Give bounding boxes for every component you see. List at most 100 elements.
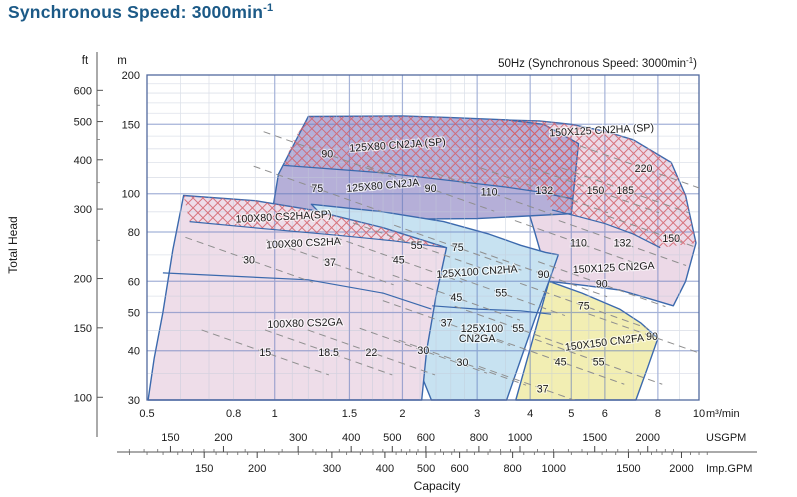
- svg-text:1: 1: [272, 408, 278, 420]
- svg-text:400: 400: [342, 432, 360, 444]
- power-value-label: 55: [495, 288, 507, 300]
- power-value-label: 30: [417, 345, 429, 357]
- power-value-label: 37: [441, 318, 453, 330]
- svg-text:400: 400: [376, 463, 394, 475]
- power-lines: [185, 131, 699, 400]
- svg-text:1000: 1000: [508, 432, 532, 444]
- region-name-label: CN2GA: [459, 333, 496, 345]
- svg-text:5: 5: [568, 408, 574, 420]
- power-value-label: 45: [555, 356, 567, 368]
- power-value-label: 30: [457, 357, 469, 369]
- power-value-label: 15: [259, 347, 271, 359]
- svg-text:2: 2: [399, 408, 405, 420]
- power-value-label: 75: [311, 183, 323, 195]
- svg-text:60: 60: [128, 276, 140, 288]
- bottom-axes: 0.5 0.8 1 1.5 2 3 4 5 6 8 10 m³/min 150 200 300 400 500 6…: [117, 408, 757, 493]
- svg-text:100: 100: [74, 392, 92, 404]
- svg-text:0.5: 0.5: [139, 408, 154, 420]
- svg-text:40: 40: [128, 346, 140, 358]
- svg-text:150: 150: [74, 323, 92, 335]
- plot-border: [146, 74, 700, 401]
- svg-text:600: 600: [450, 463, 468, 475]
- power-value-label: 18.5: [318, 347, 339, 359]
- region-overlays: [162, 115, 696, 315]
- page-title: Synchronous Speed: 3000min-1: [8, 2, 274, 22]
- svg-text:150: 150: [161, 432, 179, 444]
- power-value-label: 22: [366, 347, 378, 359]
- power-value-label: 132: [535, 185, 553, 197]
- svg-text:1500: 1500: [616, 463, 640, 475]
- power-value-label: 90: [321, 149, 333, 161]
- svg-text:800: 800: [503, 463, 521, 475]
- hatch-band-125x80-family: [283, 115, 579, 199]
- svg-text:1000: 1000: [542, 463, 566, 475]
- left-axis: 600 500 400 300 200 150 100 ft m 200 150 100 80 60 50 4…: [74, 52, 140, 437]
- power-value-label: 55: [512, 323, 524, 335]
- svg-text:500: 500: [383, 432, 401, 444]
- power-value-label: 220: [635, 163, 653, 175]
- svg-text:USGPM: USGPM: [706, 432, 746, 444]
- svg-text:400: 400: [74, 155, 92, 167]
- svg-text:4: 4: [527, 408, 533, 420]
- svg-text:600: 600: [417, 432, 435, 444]
- svg-text:6: 6: [602, 408, 608, 420]
- svg-text:150: 150: [195, 463, 213, 475]
- svg-text:100: 100: [122, 189, 140, 201]
- x-axis-title: Capacity: [414, 479, 461, 493]
- region-name-label: 100X80 CS2HA: [266, 236, 342, 252]
- power-value-label: 75: [452, 242, 464, 254]
- chart-inner-title: 50Hz (Synchronous Speed: 3000min-1): [498, 56, 697, 70]
- svg-text:ft: ft: [82, 55, 89, 67]
- power-value-label: 55: [411, 240, 423, 252]
- svg-text:300: 300: [323, 463, 341, 475]
- power-value-label: 132: [614, 238, 632, 250]
- power-value-label: 150: [662, 233, 680, 245]
- power-value-label: 37: [537, 383, 549, 395]
- svg-text:200: 200: [248, 463, 266, 475]
- svg-text:300: 300: [289, 432, 307, 444]
- power-value-label: 90: [425, 183, 437, 195]
- svg-text:200: 200: [122, 70, 140, 82]
- power-value-label: 90: [538, 269, 550, 281]
- svg-text:1500: 1500: [582, 432, 606, 444]
- region-name-label: 125X100: [461, 323, 504, 335]
- svg-text:10: 10: [693, 408, 705, 420]
- svg-text:m: m: [117, 55, 127, 67]
- svg-text:1.5: 1.5: [342, 408, 357, 420]
- svg-text:80: 80: [128, 227, 140, 239]
- power-value-label: 90: [646, 331, 658, 343]
- svg-text:0.8: 0.8: [226, 408, 241, 420]
- svg-text:8: 8: [655, 408, 661, 420]
- svg-text:500: 500: [417, 463, 435, 475]
- svg-text:50: 50: [128, 307, 140, 319]
- svg-text:200: 200: [214, 432, 232, 444]
- power-value-label: 150: [587, 185, 605, 197]
- power-value-label: 185: [616, 185, 634, 197]
- power-value-label: 75: [578, 300, 590, 312]
- power-value-label: 55: [593, 356, 605, 368]
- hatch-band-100x80-family: [183, 195, 447, 248]
- power-value-label: 45: [393, 254, 405, 266]
- svg-text:30: 30: [128, 395, 140, 407]
- power-value-label: 110: [481, 187, 498, 199]
- svg-text:600: 600: [74, 85, 92, 97]
- svg-text:m³/min: m³/min: [706, 408, 740, 420]
- svg-text:2000: 2000: [669, 463, 693, 475]
- power-value-label: 45: [450, 292, 462, 304]
- svg-text:Imp.GPM: Imp.GPM: [706, 463, 752, 475]
- svg-text:2000: 2000: [635, 432, 659, 444]
- svg-text:3: 3: [474, 408, 480, 420]
- power-value-label: 37: [324, 257, 336, 269]
- y-axis-title: Total Head: [6, 216, 20, 273]
- power-value-label: 30: [243, 254, 255, 266]
- region-name-label: 150X125 CN2GA: [573, 260, 656, 276]
- svg-text:300: 300: [74, 204, 92, 216]
- svg-text:200: 200: [74, 274, 92, 286]
- power-value-label: 110: [570, 238, 587, 250]
- svg-text:150: 150: [122, 119, 140, 131]
- svg-text:500: 500: [74, 117, 92, 129]
- power-value-label: 90: [596, 279, 608, 291]
